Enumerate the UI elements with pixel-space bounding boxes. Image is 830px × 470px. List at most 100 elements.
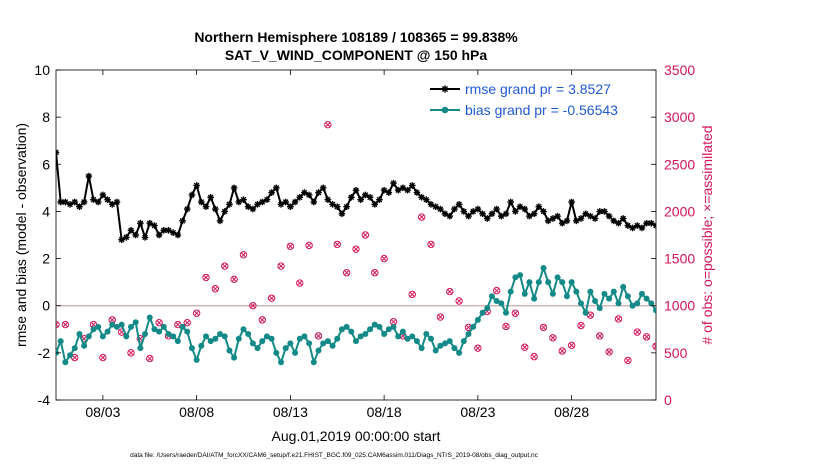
rmse-point bbox=[123, 234, 130, 241]
rmse-point bbox=[94, 198, 102, 206]
rmse-point bbox=[179, 217, 186, 225]
star-stroke bbox=[423, 196, 430, 203]
cross-stroke bbox=[456, 298, 462, 304]
left-axis: -4 -2 0 2 4 6 8 10 bbox=[34, 62, 61, 408]
star-stroke bbox=[357, 196, 364, 203]
obs-assimilated-point bbox=[597, 333, 603, 339]
star-stroke bbox=[404, 187, 411, 194]
cross-stroke bbox=[306, 242, 312, 248]
obs-possible-point bbox=[286, 242, 295, 251]
star-stroke bbox=[592, 215, 598, 222]
rmse-point bbox=[240, 196, 247, 203]
obs-assimilated-point bbox=[297, 280, 303, 286]
bias-point bbox=[376, 323, 383, 330]
star-stroke bbox=[761, 228, 766, 233]
bias-point bbox=[90, 326, 97, 333]
star-stroke bbox=[648, 220, 655, 227]
star-stroke bbox=[334, 203, 341, 210]
rmse-point bbox=[113, 198, 121, 206]
rmse-point bbox=[254, 201, 261, 208]
star-stroke bbox=[776, 235, 781, 240]
rmse-point bbox=[366, 193, 374, 201]
obs-assimilated-point bbox=[259, 317, 265, 323]
cross-stroke bbox=[90, 322, 97, 328]
cross-stroke bbox=[550, 335, 556, 341]
star-stroke bbox=[418, 194, 425, 201]
bias-point bbox=[723, 289, 729, 295]
rmse-point bbox=[390, 179, 397, 187]
rmse-point bbox=[521, 205, 529, 213]
rmse-point bbox=[71, 198, 79, 206]
rmse-point bbox=[798, 241, 805, 248]
bias-point bbox=[296, 335, 303, 342]
star-stroke bbox=[691, 221, 696, 226]
obs-possible-point bbox=[146, 354, 154, 363]
obs-possible-point bbox=[718, 348, 724, 354]
star-stroke bbox=[761, 228, 766, 233]
bias-point bbox=[231, 354, 238, 361]
star-stroke bbox=[578, 215, 584, 222]
star-stroke bbox=[306, 192, 312, 198]
cross-stroke bbox=[240, 252, 247, 258]
star-stroke bbox=[282, 199, 289, 205]
star-stroke bbox=[160, 227, 167, 234]
star-stroke bbox=[738, 226, 743, 231]
star-stroke bbox=[62, 199, 69, 205]
cross-stroke bbox=[673, 322, 677, 326]
star-stroke bbox=[729, 221, 734, 226]
bias-point bbox=[493, 298, 500, 304]
rmse-point bbox=[385, 189, 393, 196]
rmse-point bbox=[512, 208, 519, 215]
left-tick-label: 2 bbox=[42, 251, 50, 267]
bias-point bbox=[81, 342, 88, 349]
star-stroke bbox=[733, 214, 738, 219]
obs-possible-point bbox=[492, 286, 501, 295]
cross-stroke bbox=[428, 241, 434, 247]
rmse-point bbox=[141, 234, 149, 241]
obs-assimilated-point bbox=[72, 355, 78, 361]
cross-stroke bbox=[278, 263, 284, 269]
rmse-point bbox=[563, 217, 571, 225]
bias-point bbox=[719, 305, 725, 311]
cross-stroke bbox=[512, 310, 518, 316]
rmse-point bbox=[343, 203, 350, 211]
star-stroke bbox=[400, 185, 406, 191]
obs-assimilated-point bbox=[175, 322, 181, 328]
bias-point bbox=[146, 314, 153, 321]
rmse-point bbox=[821, 210, 828, 217]
star-stroke bbox=[109, 201, 116, 208]
star-stroke bbox=[799, 242, 804, 247]
star-stroke bbox=[362, 192, 369, 198]
bias-point bbox=[733, 300, 739, 306]
rmse-point bbox=[530, 210, 538, 218]
cross-stroke bbox=[381, 256, 387, 262]
star-stroke bbox=[292, 199, 298, 205]
left-tick-label: 0 bbox=[42, 298, 50, 314]
legend-rmse-label: rmse grand pr = 3.8527 bbox=[465, 81, 611, 97]
bias-point bbox=[789, 289, 795, 295]
obs-possible-point bbox=[642, 333, 651, 341]
star-stroke bbox=[287, 203, 294, 210]
bias-point bbox=[817, 291, 823, 297]
star-stroke bbox=[535, 203, 542, 210]
rmse-point bbox=[62, 198, 69, 206]
obs-assimilated-point bbox=[278, 263, 284, 269]
cross-stroke bbox=[578, 322, 584, 329]
bias-point bbox=[306, 340, 313, 347]
cross-stroke bbox=[653, 345, 656, 349]
star-stroke bbox=[790, 240, 795, 245]
rmse-point bbox=[441, 210, 449, 218]
bias-point bbox=[549, 290, 556, 297]
bias-point bbox=[596, 305, 603, 312]
star-stroke bbox=[254, 201, 261, 208]
obs-assimilated-point bbox=[691, 339, 695, 343]
bias-point bbox=[184, 328, 191, 335]
star-stroke bbox=[766, 230, 771, 235]
star-stroke bbox=[315, 189, 322, 196]
obs-possible-point bbox=[183, 318, 191, 327]
rmse-point bbox=[85, 172, 93, 180]
star-stroke bbox=[175, 232, 181, 238]
obs-assimilated-point bbox=[344, 270, 350, 276]
star-stroke bbox=[729, 221, 734, 226]
star-stroke bbox=[217, 218, 223, 224]
